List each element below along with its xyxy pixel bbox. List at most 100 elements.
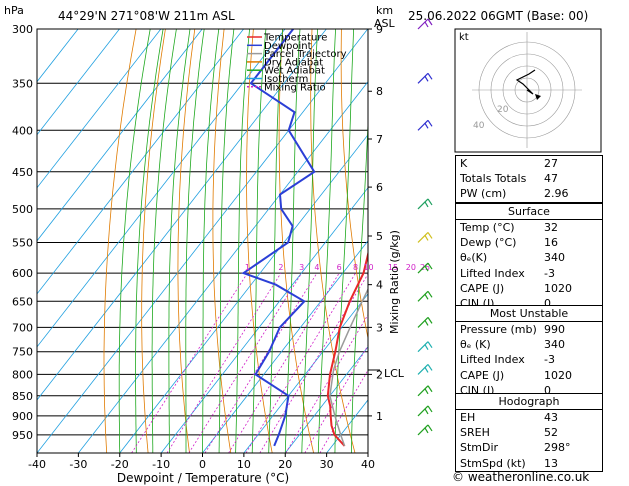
wind-barb [417,119,433,131]
wind-barb [417,290,433,302]
pressure-tick-label: 750 [12,346,33,359]
km-tick-label: 3 [376,321,383,334]
asl-label: ASL [374,17,396,30]
wind-barb [417,385,433,397]
index-value: 1020 [544,281,572,295]
pressure-tick-label: 700 [12,321,33,334]
index-value: 340 [544,338,565,352]
pressure-tick-label: 450 [12,166,33,179]
index-row: Pressure (mb) 990 [456,322,602,337]
temperature-tick-label: -40 [28,458,46,471]
x-axis-label: Dewpoint / Temperature (°C) [117,471,289,485]
km-tick-label: 7 [376,133,383,146]
wind-barb [417,424,433,436]
dry-adiabat-line [605,29,629,453]
pressure-tick-label: 800 [12,368,33,381]
wet-adiabat-line [185,29,205,453]
km-tick-label: 4 [376,279,383,292]
hodograph-indices-title: Hodograph [456,394,602,410]
mixing-ratio-line [245,272,356,453]
parcel-trajectory-line [329,287,368,447]
index-row: StmSpd (kt) 13 [456,456,602,471]
surface-title: Surface [456,204,602,220]
index-value: 0 [544,383,551,397]
mixing-ratio-line [166,272,282,453]
legend-label: Mixing Ratio [264,82,326,93]
index-value: 2.96 [544,187,569,201]
index-label: StmDir [460,441,499,455]
wet-adiabat-line [268,29,284,453]
index-row: SREH 52 [456,425,602,440]
legend-label: Isotherm [264,74,308,85]
km-tick-label: 5 [376,230,383,243]
wind-barb [417,341,433,353]
index-value: 298° [544,441,571,455]
wet-adiabat-line [168,29,191,453]
legend-label: Dry Adiabat [264,57,323,68]
index-value: 0 [544,296,551,310]
isotherm-line [78,81,368,453]
wind-barb [417,405,433,417]
index-value: -3 [544,353,555,367]
hodograph: kt 20 40 [454,28,602,153]
wet-adiabat-line [118,29,151,453]
pressure-tick-label: 550 [12,236,33,249]
dry-adiabat-line [340,29,368,341]
km-tick-label: 6 [376,181,383,194]
location-label: 44°29'N 271°08'W 211m ASL [58,9,235,23]
isotherm-line [37,29,203,242]
index-label: θₑ(K) [460,251,488,265]
index-label: Dewp (°C) [460,236,517,250]
wind-barb [417,232,433,243]
temperature-tick-label: 20 [278,458,292,471]
index-label: Lifted Index [460,353,525,367]
km-tick-label: 9 [376,23,383,36]
mixing-ratio-line [188,272,303,453]
km-tick-label: 2 [376,368,383,381]
mixing-ratio-label: 6 [337,263,342,272]
temperature-tick-label: -30 [69,458,87,471]
index-row: CAPE (J) 1020 [456,368,602,383]
index-label: θₑ (K) [460,338,491,352]
mixing-ratio-line [285,313,368,453]
legend-label: Temperature [263,33,327,44]
index-label: CAPE (J) [460,368,505,382]
index-row: EH 43 [456,410,602,425]
temperature-tick-label: 30 [320,458,334,471]
wind-barb [417,316,433,328]
index-label: Totals Totals [460,172,527,186]
wind-barb [417,72,433,84]
surface-box: Surface Temp (°C) 32 Dewp (°C) 16 θₑ(K) 340 Li… [455,203,603,313]
pressure-tick-label: 350 [12,77,33,90]
pressure-tick-label: 850 [12,390,33,403]
index-label: K [460,157,468,170]
isotherm-line [243,293,368,453]
mixing-ratio-line [228,272,340,453]
index-row: Lifted Index -3 [456,352,602,367]
mixing-ratio-label: 10 [363,263,373,272]
legend-label: Wet Adiabat [264,66,325,77]
index-row: Temp (°C) 32 [456,220,602,235]
index-row: K 27 [456,156,602,171]
index-value: 52 [544,426,558,440]
index-label: Lifted Index [460,266,525,280]
index-value: 340 [544,251,565,265]
km-tick-label: 1 [376,410,383,423]
index-row: Totals Totals 47 [456,171,602,186]
dry-adiabat-line [141,29,166,453]
storm-motion-marker [535,94,541,100]
temperature-tick-label: 0 [199,458,206,471]
pressure-tick-label: 400 [12,124,33,137]
mixing-ratio-label: 8 [353,263,358,272]
dry-adiabat-line [310,29,356,453]
isotherm-line [37,29,286,348]
wet-adiabat-line [135,29,164,453]
wind-barb [417,262,433,274]
index-label: CAPE (J) [460,281,505,295]
index-label: Temp (°C) [460,221,515,234]
index-value: -3 [544,266,555,280]
temperature-tick-label: 10 [237,458,251,471]
mixing-ratio-label: 1 [245,263,250,272]
hpa-label: hPa [4,4,24,17]
